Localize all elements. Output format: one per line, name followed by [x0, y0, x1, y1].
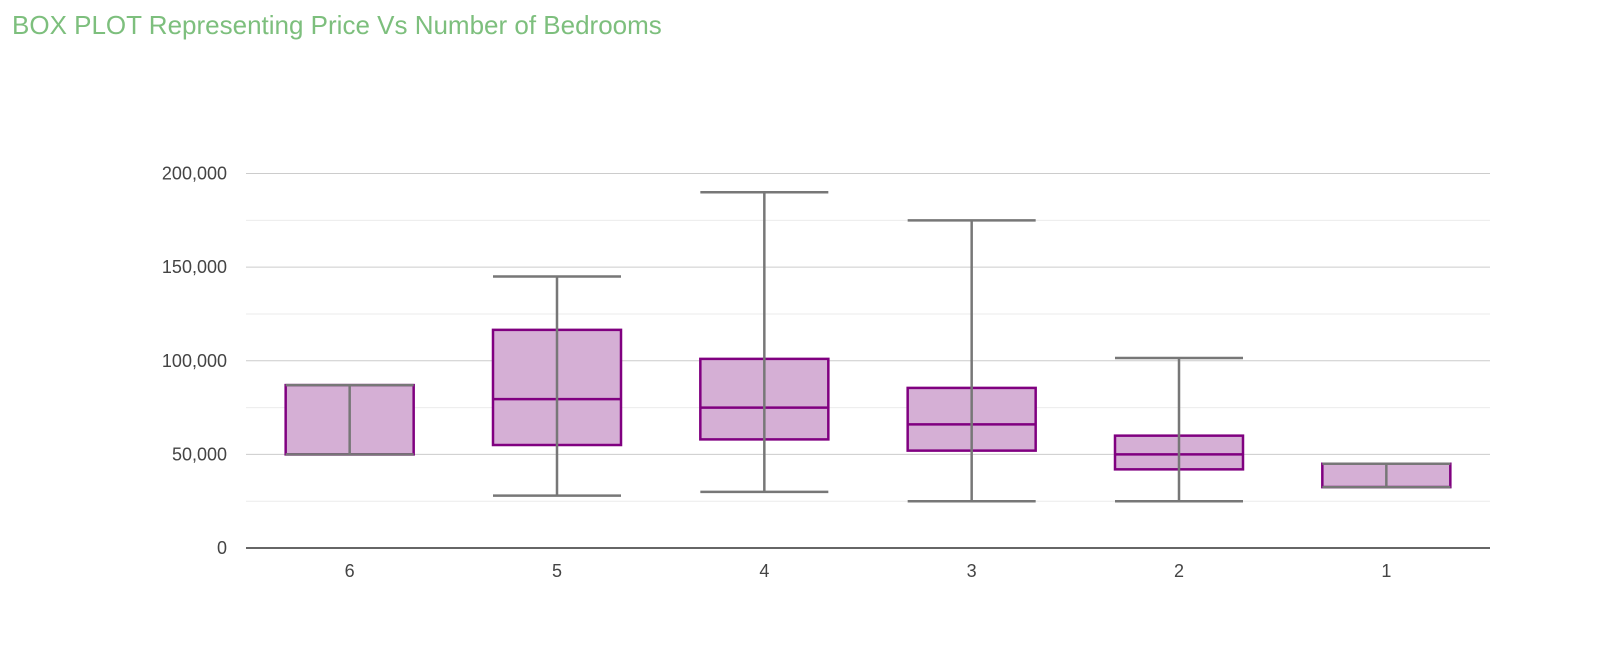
y-tick-label: 150,000: [162, 257, 227, 277]
x-tick-label: 4: [759, 561, 769, 581]
chart-title: BOX PLOT Representing Price Vs Number of…: [12, 10, 662, 40]
box-group-2: [1113, 356, 1245, 503]
y-tick-label: 200,000: [162, 164, 227, 184]
box-group-1: [1321, 462, 1452, 489]
y-axis: 0 50,000 100,000 150,000 200,000: [162, 164, 227, 559]
box-group-6: [284, 383, 415, 456]
x-tick-label: 1: [1381, 561, 1391, 581]
y-tick-label: 0: [217, 538, 227, 558]
x-tick-label: 2: [1174, 561, 1184, 581]
y-tick-label: 50,000: [172, 444, 227, 464]
x-tick-label: 6: [345, 561, 355, 581]
box-group-4: [699, 190, 830, 494]
box-series: [284, 190, 1452, 503]
x-axis: 6 5 4 3 2 1: [246, 547, 1490, 581]
grid-layer: [246, 173, 1490, 502]
x-tick-label: 3: [967, 561, 977, 581]
x-tick-label: 5: [552, 561, 562, 581]
y-tick-label: 100,000: [162, 351, 227, 371]
box-group-3: [906, 219, 1037, 503]
box-group-5: [491, 275, 623, 497]
